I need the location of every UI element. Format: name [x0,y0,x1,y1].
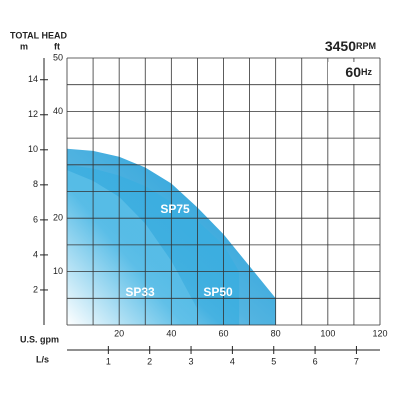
speed-value: 3450 [325,38,356,54]
x-tick-label: 80 [271,328,281,338]
x2-tick-label: 6 [313,356,318,366]
series-label: SP50 [203,285,233,299]
y2-tick-label: 8 [33,179,38,189]
y-tick-label: 10 [53,266,63,276]
y-tick-label: 40 [53,106,63,116]
info-box [328,62,378,84]
x2-tick-label: 4 [230,356,235,366]
x2-tick-label: 5 [271,356,276,366]
y2-tick-label: 10 [28,144,38,154]
y-tick-label: 50 [53,52,63,62]
x-tick-label: 60 [218,328,228,338]
x-tick-label: 120 [372,328,387,338]
ft-label: ft [54,41,60,51]
frequency: 60Hz [345,64,372,80]
y2-tick-label: 6 [33,214,38,224]
m-label: m [20,41,28,51]
x-tick-label: 100 [320,328,335,338]
x2-tick-label: 7 [354,356,359,366]
x2-tick-label: 2 [147,356,152,366]
y-axis-title: TOTAL HEAD [10,30,68,40]
x2-tick-label: 3 [189,356,194,366]
x-axis-title: U.S. gpm [20,334,59,344]
y2-tick-label: 2 [33,284,38,294]
speed: 3450RPM [325,38,376,54]
y2-tick-label: 14 [28,74,38,84]
speed-unit: RPM [356,41,376,51]
y2-tick-label: 12 [28,109,38,119]
frequency-unit: Hz [361,67,372,77]
frequency-value: 60 [345,64,361,80]
x-tick-label: 20 [114,328,124,338]
series-label: SP33 [125,285,155,299]
pump-curve [67,170,198,325]
y-tick-label: 20 [53,213,63,223]
x-tick-label: 40 [166,328,176,338]
series-label: SP75 [160,202,190,216]
y2-tick-label: 4 [33,249,38,259]
x2-axis-title: L/s [36,354,49,364]
x2-tick-label: 1 [106,356,111,366]
